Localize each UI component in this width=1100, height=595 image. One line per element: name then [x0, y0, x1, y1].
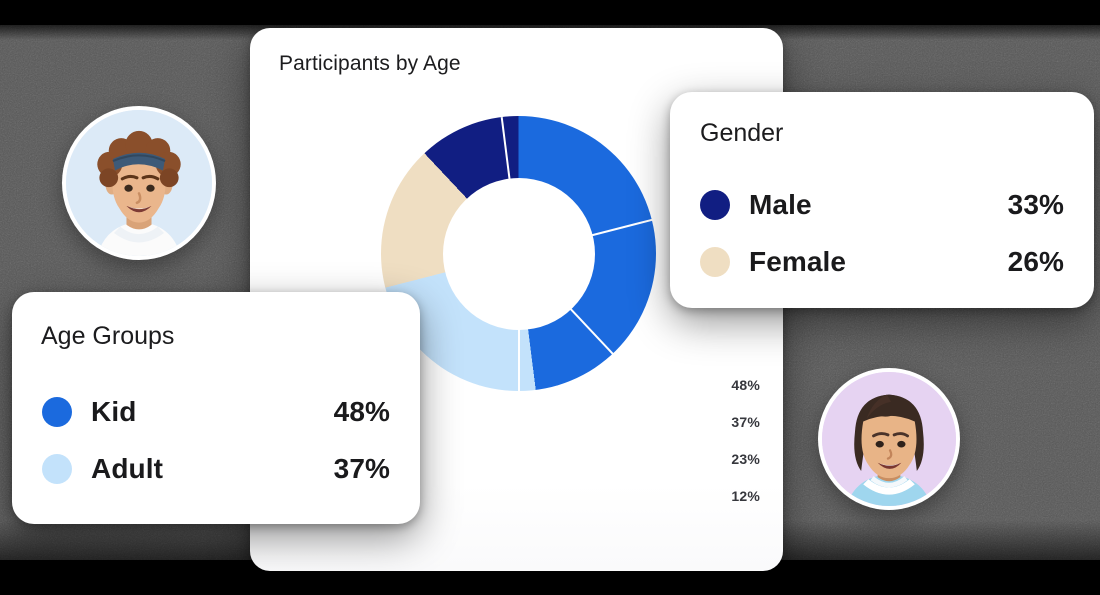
- stat-label: Adult: [91, 452, 164, 484]
- gender-stat-list: Male 33% Female 26%: [700, 176, 1064, 290]
- avatar-girl-participant[interactable]: [818, 368, 960, 510]
- stat-label: Male: [749, 188, 812, 220]
- page-title: Participants by Age: [279, 52, 461, 75]
- legend-value: 12%: [731, 487, 760, 504]
- stat-value: 26%: [1007, 245, 1064, 277]
- stat-value: 48%: [333, 395, 390, 427]
- stat-row-kid[interactable]: Kid 48%: [42, 383, 390, 440]
- gender-card-title: Gender: [700, 119, 784, 147]
- gender-card: Gender Male 33% Female 26%: [670, 92, 1094, 308]
- color-swatch-female: [700, 246, 730, 277]
- age-groups-card-title: Age Groups: [41, 322, 175, 350]
- stat-label: Female: [749, 245, 847, 277]
- stat-label: Kid: [91, 395, 137, 427]
- stat-value: 37%: [333, 452, 390, 484]
- color-swatch-male: [700, 189, 730, 220]
- avatar-boy-participant[interactable]: [62, 106, 216, 260]
- legend-value: 23%: [731, 450, 760, 467]
- legend-value: 37%: [731, 413, 760, 430]
- color-swatch-kid: [42, 396, 72, 427]
- age-stat-list: Kid 48% Adult 37%: [42, 383, 390, 497]
- stat-value: 33%: [1007, 188, 1064, 220]
- color-swatch-adult: [42, 453, 72, 484]
- legend-value: 48%: [731, 376, 760, 393]
- donut-center-hole: [442, 177, 595, 330]
- stat-row-male[interactable]: Male 33%: [700, 176, 1064, 233]
- stat-row-female[interactable]: Female 26%: [700, 233, 1064, 290]
- donut-chart[interactable]: [381, 116, 656, 392]
- stat-row-adult[interactable]: Adult 37%: [42, 440, 390, 497]
- age-groups-card: Age Groups Kid 48% Adult 37%: [12, 292, 420, 524]
